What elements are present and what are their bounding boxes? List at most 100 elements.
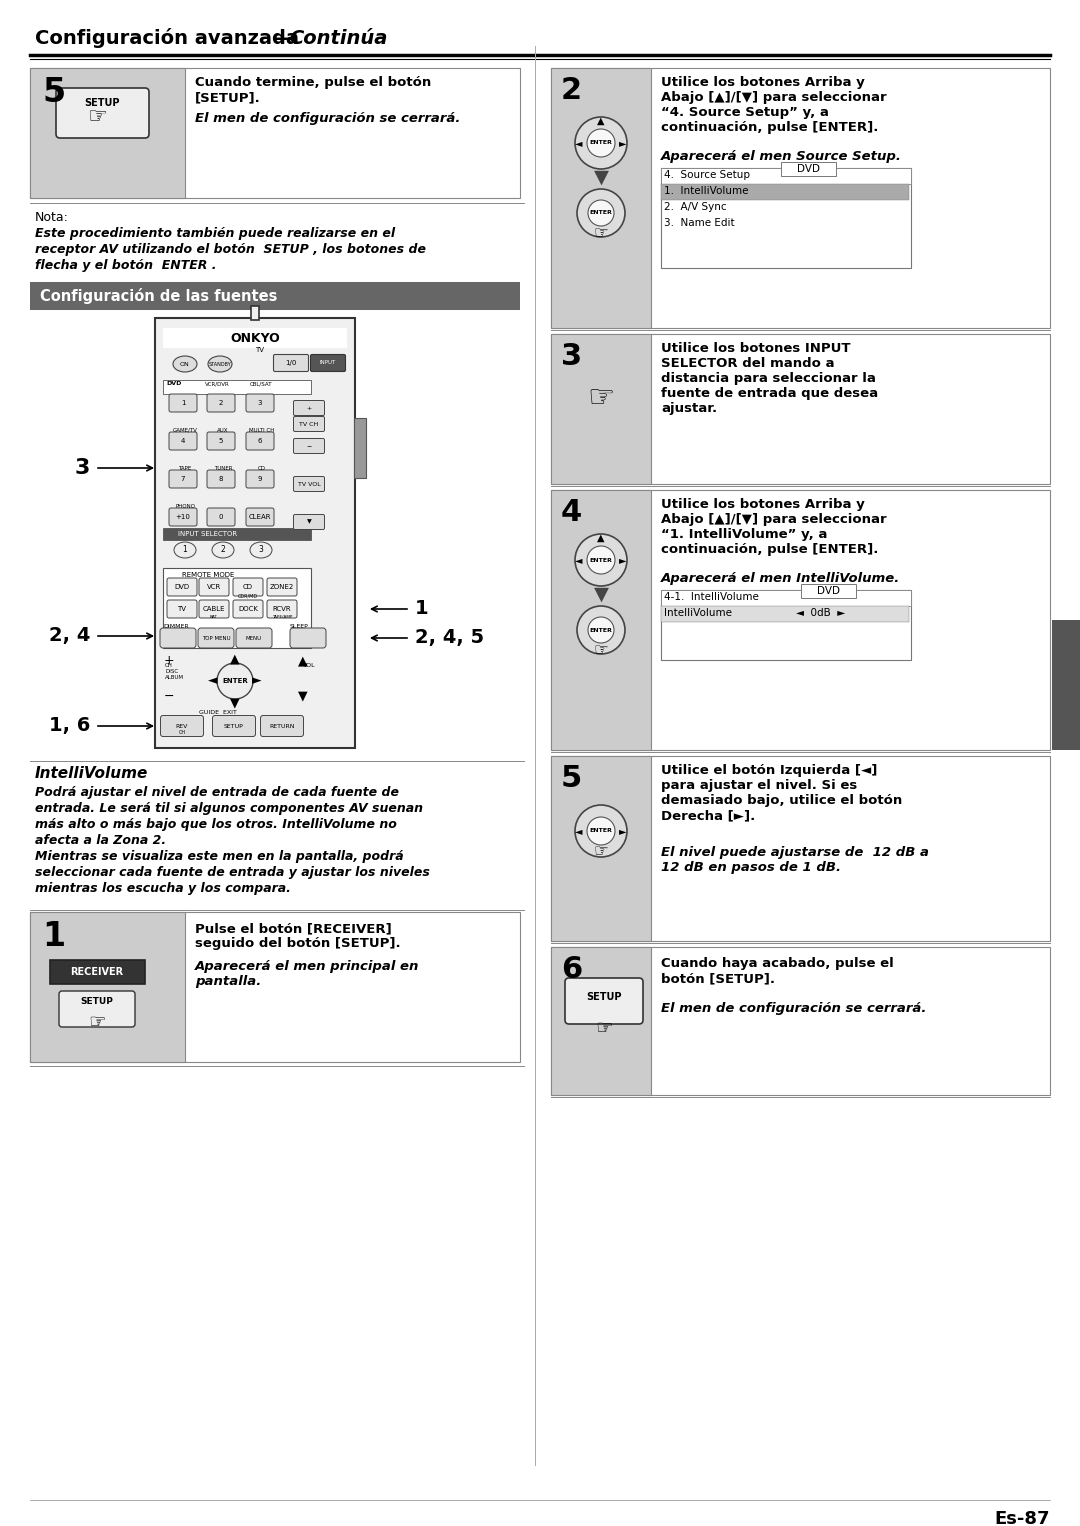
Text: TV: TV bbox=[256, 346, 265, 353]
Text: El men de configuración se cerrará.: El men de configuración se cerrará. bbox=[661, 1003, 927, 1015]
Text: CH
DISC
ALBUM: CH DISC ALBUM bbox=[165, 662, 184, 679]
Text: CD: CD bbox=[258, 465, 266, 472]
Text: 3.  Name Edit: 3. Name Edit bbox=[664, 218, 734, 227]
Bar bbox=[551, 755, 651, 942]
Text: ☞: ☞ bbox=[87, 107, 107, 127]
Bar bbox=[661, 168, 912, 185]
Bar bbox=[551, 490, 1050, 749]
Text: ▲: ▲ bbox=[298, 655, 308, 667]
FancyBboxPatch shape bbox=[199, 578, 229, 597]
Text: AUX: AUX bbox=[217, 427, 229, 433]
Bar bbox=[30, 69, 519, 198]
FancyBboxPatch shape bbox=[246, 470, 274, 488]
Ellipse shape bbox=[575, 534, 627, 586]
FancyBboxPatch shape bbox=[267, 600, 297, 618]
Text: El nivel puede ajustarse de  12 dB a
12 dB en pasos de 1 dB.: El nivel puede ajustarse de 12 dB a 12 d… bbox=[661, 845, 929, 874]
Ellipse shape bbox=[588, 546, 615, 574]
Text: ◄: ◄ bbox=[576, 137, 583, 148]
Text: Nota:: Nota: bbox=[35, 211, 69, 224]
Bar bbox=[30, 913, 185, 1062]
Text: 4: 4 bbox=[561, 497, 582, 526]
Text: Configuración de las fuentes: Configuración de las fuentes bbox=[40, 288, 278, 304]
Bar bbox=[661, 591, 912, 661]
Bar bbox=[781, 162, 836, 175]
Text: +: + bbox=[307, 406, 312, 410]
Text: Utilice el botón Izquierda [◄]
para ajustar el nivel. Si es
demasiado bajo, util: Utilice el botón Izquierda [◄] para ajus… bbox=[661, 765, 902, 823]
Text: IntelliVolume: IntelliVolume bbox=[664, 607, 732, 618]
FancyBboxPatch shape bbox=[168, 470, 197, 488]
Text: 1/0: 1/0 bbox=[285, 360, 297, 366]
Bar bbox=[661, 168, 912, 269]
Text: 2: 2 bbox=[561, 76, 582, 105]
Bar bbox=[251, 307, 259, 320]
Text: 3: 3 bbox=[75, 458, 90, 478]
FancyBboxPatch shape bbox=[168, 394, 197, 412]
Text: ►: ► bbox=[619, 137, 626, 148]
Bar bbox=[551, 69, 651, 328]
Ellipse shape bbox=[249, 542, 272, 559]
Text: DVD: DVD bbox=[797, 163, 820, 174]
FancyBboxPatch shape bbox=[213, 716, 256, 737]
Text: ►: ► bbox=[619, 555, 626, 565]
Text: 4-1.  IntelliVolume: 4-1. IntelliVolume bbox=[664, 592, 759, 601]
Bar bbox=[163, 528, 311, 540]
Text: Este procedimiento también puede realizarse en el: Este procedimiento también puede realiza… bbox=[35, 227, 395, 240]
FancyBboxPatch shape bbox=[198, 629, 234, 649]
Text: ►: ► bbox=[253, 674, 261, 688]
FancyBboxPatch shape bbox=[207, 432, 235, 450]
Text: 3: 3 bbox=[258, 400, 262, 406]
Ellipse shape bbox=[217, 662, 253, 699]
Text: ◄  0dB  ►: ◄ 0dB ► bbox=[796, 607, 846, 618]
Text: SETUP: SETUP bbox=[586, 992, 622, 1003]
Text: SLEEP: SLEEP bbox=[291, 624, 309, 629]
Text: +10: +10 bbox=[176, 514, 190, 520]
FancyBboxPatch shape bbox=[168, 432, 197, 450]
Bar bbox=[551, 69, 1050, 328]
Text: afecta a la Zona 2.: afecta a la Zona 2. bbox=[35, 835, 166, 847]
Text: RCVR: RCVR bbox=[272, 606, 292, 612]
FancyBboxPatch shape bbox=[565, 978, 643, 1024]
FancyBboxPatch shape bbox=[260, 716, 303, 737]
Text: ☞: ☞ bbox=[594, 842, 608, 861]
Text: TAPE: TAPE bbox=[178, 465, 191, 472]
Text: 9: 9 bbox=[258, 476, 262, 482]
FancyBboxPatch shape bbox=[167, 578, 197, 597]
Bar bbox=[801, 584, 856, 598]
FancyBboxPatch shape bbox=[294, 400, 324, 415]
Text: TV VOL: TV VOL bbox=[298, 482, 321, 487]
Text: Utilice los botones Arriba y
Abajo [▲]/[▼] para seleccionar
“1. IntelliVolume” y: Utilice los botones Arriba y Abajo [▲]/[… bbox=[661, 497, 887, 555]
Text: STANDBY: STANDBY bbox=[208, 362, 231, 366]
Text: ☞: ☞ bbox=[588, 385, 615, 414]
FancyBboxPatch shape bbox=[291, 629, 326, 649]
Text: Mientras se visualiza este men en la pantalla, podrá: Mientras se visualiza este men en la pan… bbox=[35, 850, 404, 864]
Text: ◄: ◄ bbox=[208, 674, 218, 688]
FancyBboxPatch shape bbox=[237, 629, 272, 649]
Text: mientras los escucha y los compara.: mientras los escucha y los compara. bbox=[35, 882, 291, 896]
Ellipse shape bbox=[575, 806, 627, 858]
Text: +: + bbox=[164, 655, 174, 667]
Text: Configuración avanzada: Configuración avanzada bbox=[35, 27, 299, 47]
FancyBboxPatch shape bbox=[294, 514, 324, 530]
Text: MULTI CH: MULTI CH bbox=[249, 427, 274, 433]
FancyBboxPatch shape bbox=[246, 394, 274, 412]
Text: 6: 6 bbox=[258, 438, 262, 444]
Text: ON: ON bbox=[180, 362, 190, 366]
Text: 2: 2 bbox=[220, 545, 226, 554]
Text: CD: CD bbox=[243, 584, 253, 591]
FancyBboxPatch shape bbox=[160, 629, 195, 649]
Text: VCR/DVR: VCR/DVR bbox=[205, 382, 230, 386]
Text: ENTER: ENTER bbox=[590, 557, 612, 563]
Text: TOP MENU: TOP MENU bbox=[202, 635, 230, 641]
Text: más alto o más bajo que los otros. IntelliVolume no: más alto o más bajo que los otros. Intel… bbox=[35, 818, 396, 832]
Bar bbox=[50, 960, 145, 984]
Text: 1: 1 bbox=[183, 545, 187, 554]
Text: CBL/SAT: CBL/SAT bbox=[249, 382, 272, 386]
Bar bbox=[30, 913, 519, 1062]
Text: 2: 2 bbox=[219, 400, 224, 406]
Text: Pulse el botón [RECEIVER]
seguido del botón [SETUP].: Pulse el botón [RECEIVER] seguido del bo… bbox=[195, 922, 401, 951]
Ellipse shape bbox=[588, 617, 615, 642]
Ellipse shape bbox=[208, 356, 232, 372]
Bar bbox=[354, 418, 366, 478]
FancyBboxPatch shape bbox=[311, 354, 346, 371]
Text: 2.  A/V Sync: 2. A/V Sync bbox=[664, 201, 727, 212]
